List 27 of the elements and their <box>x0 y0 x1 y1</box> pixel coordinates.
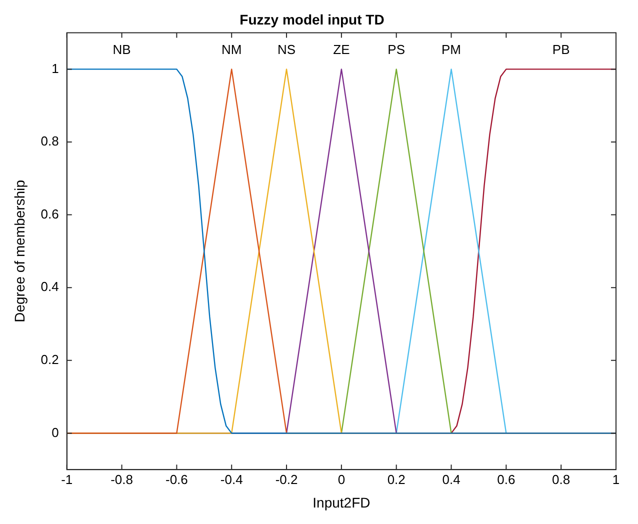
x-axis-title: Input2FD <box>312 494 370 510</box>
x-tick-label: 1 <box>612 472 620 487</box>
x-tick-label: -0.4 <box>220 472 243 487</box>
x-tick-label: -1 <box>61 472 73 487</box>
x-tick-label: 0.8 <box>552 472 570 487</box>
x-tick-label: -0.6 <box>165 472 188 487</box>
series-label: NB <box>112 42 131 57</box>
y-axis-title: Degree of membership <box>11 180 28 322</box>
x-tick-label: 0.4 <box>442 472 460 487</box>
series-label: NS <box>277 42 296 57</box>
series-label: PB <box>552 42 570 57</box>
x-tick-label: 0.2 <box>387 472 406 487</box>
x-tick-label: -0.2 <box>275 472 298 487</box>
y-tick-label: 0 <box>52 424 59 440</box>
y-tick-label: 0.8 <box>40 134 59 149</box>
chart-title: Fuzzy model input TD <box>240 11 384 28</box>
x-tick-label: 0.6 <box>497 472 516 487</box>
y-tick-label: 0.6 <box>40 206 59 222</box>
series-label: NM <box>222 42 242 57</box>
y-tick-label: 0.4 <box>40 279 59 294</box>
series-label: ZE <box>333 42 350 57</box>
y-tick-label: 1 <box>52 60 59 76</box>
y-tick-label: 0.2 <box>40 352 59 367</box>
x-tick-label: 0 <box>338 472 346 487</box>
x-tick-label: -0.8 <box>110 472 133 487</box>
series-label: PM <box>442 42 462 57</box>
series-label: PS <box>388 42 406 57</box>
